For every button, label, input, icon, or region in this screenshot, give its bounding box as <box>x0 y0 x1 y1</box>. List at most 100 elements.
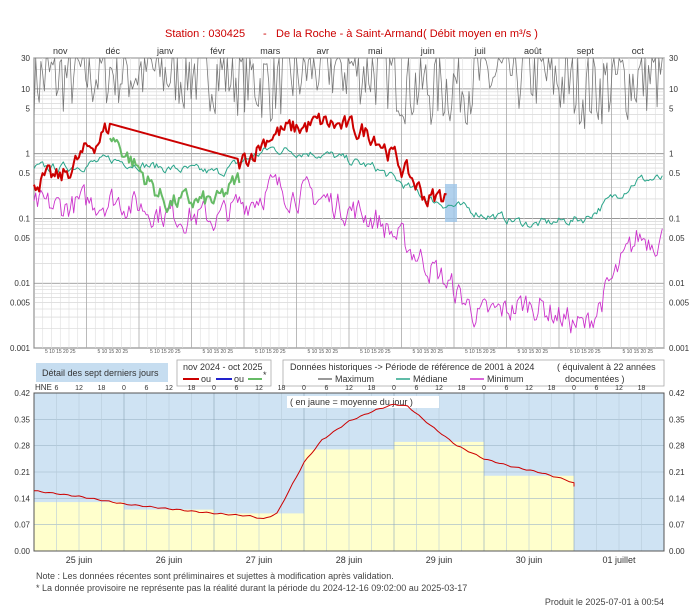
weekly-y-axis: 0.42 0.42 0.35 0.35 0.28 0.28 0.21 0.21 0.14 0.14… <box>14 389 685 556</box>
day-tick-label: 5 10 15 20 25 <box>622 349 653 355</box>
y-tick-label: 0.28 <box>14 442 30 451</box>
y-tick-label: 0.14 <box>669 494 685 503</box>
month-label: mai <box>368 46 383 56</box>
y-tick-label: 0.1 <box>669 214 681 223</box>
hour-label: 12 <box>75 385 83 392</box>
y-tick-label: 0.00 <box>14 547 30 556</box>
y-tick-label: 0.1 <box>19 214 31 223</box>
y-tick-label: 1 <box>26 150 31 159</box>
y-tick-label: 0.07 <box>14 521 30 530</box>
hist-label: Données historiques -> Période de référe… <box>290 362 534 372</box>
y-tick-label: 0.005 <box>10 299 31 308</box>
y-tick-label: 0.42 <box>14 389 30 398</box>
y-tick-label: 0.01 <box>14 279 30 288</box>
hour-label: 6 <box>145 385 149 392</box>
day-tick-label: 5 10 15 20 25 <box>202 349 233 355</box>
y-axis-right: 30 10 5 1 0.5 0.1 0.05 0.01 0.005 0.001 <box>669 54 690 353</box>
hour-label: 18 <box>368 385 376 392</box>
note-inside: ( en jaune = moyenne du jour ) <box>290 397 413 407</box>
weekly-series <box>33 403 575 519</box>
hour-label: 12 <box>615 385 623 392</box>
current-period-legend <box>176 359 272 387</box>
equiv-label: ( équivalent à 22 années <box>557 362 656 372</box>
month-label: oct <box>632 46 645 56</box>
day-label: 01 juillet <box>602 555 636 565</box>
flow-series <box>33 403 575 519</box>
month-label: nov <box>53 46 68 56</box>
y-tick-label: 0.21 <box>14 468 30 477</box>
hour-label: 6 <box>505 385 509 392</box>
hour-label: 6 <box>235 385 239 392</box>
day-tick-label: 5 10 15 20 25 <box>412 349 443 355</box>
y-tick-label: 0.21 <box>669 468 685 477</box>
y-axis-left: 30 10 5 1 0.5 0.1 0.05 0.01 0.005 0.001 <box>10 54 31 353</box>
hour-label: 12 <box>435 385 443 392</box>
annual-series <box>33 57 663 334</box>
hour-label: 18 <box>638 385 646 392</box>
unit-label: ( Débit moyen en m³/s ) <box>423 28 538 40</box>
y-tick-label: 30 <box>669 54 678 63</box>
legend-min-label: Minimum <box>487 374 524 384</box>
month-label: mars <box>260 46 280 56</box>
median-series <box>33 146 663 228</box>
day-tick-label: 5 10 15 20 25 <box>45 349 76 355</box>
day-label: 27 juin <box>246 555 273 565</box>
day-label: 26 juin <box>156 555 183 565</box>
detail-label: Détail des sept derniers jours <box>42 368 159 378</box>
hour-label: 0 <box>302 385 306 392</box>
y-tick-label: 0.42 <box>669 389 685 398</box>
y-tick-label: 0.28 <box>669 442 685 451</box>
produced-label: Produit le 2025-07-01 à 00:54 <box>545 597 664 607</box>
y-tick-label: 0.5 <box>669 169 681 178</box>
y-tick-label: 5 <box>26 104 31 113</box>
title-separator: - <box>263 28 267 40</box>
month-label: avr <box>316 46 329 56</box>
hour-label: 0 <box>482 385 486 392</box>
y-tick-label: 0.00 <box>669 547 685 556</box>
hour-label: 12 <box>525 385 533 392</box>
annual-chart: nov déc janv févr mars avr mai juin juil août sept… <box>10 46 690 355</box>
hour-label: 0 <box>122 385 126 392</box>
note-line-1: Note : Les données récentes sont prélimi… <box>36 571 394 581</box>
month-label: sept <box>577 46 595 56</box>
y-tick-label: 10 <box>669 85 678 94</box>
y-tick-label: 5 <box>669 104 674 113</box>
legend-max-label: Maximum <box>335 374 374 384</box>
month-label: juil <box>474 46 486 56</box>
minimum-series <box>33 174 663 334</box>
hour-label: 12 <box>255 385 263 392</box>
legend-star: * <box>263 370 267 380</box>
hne-label: HNE <box>35 383 52 392</box>
y-tick-label: 0.35 <box>14 415 30 424</box>
day-label: 25 juin <box>66 555 93 565</box>
detail-label-box <box>36 363 168 382</box>
historical-legend <box>282 359 665 387</box>
day-labels: 25 juin 26 juin 27 juin 28 juin 29 juin 30 ju… <box>66 555 636 565</box>
legend-ou-1: ou <box>201 374 211 384</box>
month-label: janv <box>156 46 174 56</box>
hour-label: 12 <box>345 385 353 392</box>
hour-label: 0 <box>572 385 576 392</box>
day-tick-labels: 5 10 15 20 25 5 10 15 20 25 5 10 15 20 25 5… <box>45 349 653 355</box>
documented-label: documentées ) <box>565 374 625 384</box>
y-tick-label: 0.07 <box>669 521 685 530</box>
day-tick-label: 5 10 15 20 25 <box>255 349 286 355</box>
hour-label: 0 <box>212 385 216 392</box>
y-tick-label: 0.01 <box>669 279 685 288</box>
y-tick-label: 0.35 <box>669 415 685 424</box>
period-label: nov 2024 - oct 2025 <box>183 362 263 372</box>
hour-label: 6 <box>325 385 329 392</box>
legend: Détail des sept derniers jours nov 2024 … <box>36 359 665 387</box>
river-name: De la Roche - à Saint-Armand <box>276 28 423 40</box>
month-label: août <box>524 46 542 56</box>
weekly-chart-grid <box>33 393 664 551</box>
y-tick-label: 0.001 <box>669 344 690 353</box>
day-label: 28 juin <box>336 555 363 565</box>
weekly-chart: HNE 6 12 18 0 6 12 18 0 6 12 18 0 6 12 18 0 6 12 18 0 6 12 18 0… <box>14 383 685 565</box>
note-line-2: * La donnée provisoire ne représente pas… <box>36 583 467 593</box>
y-tick-label: 0.14 <box>14 494 30 503</box>
y-tick-label: 10 <box>21 85 30 94</box>
hour-labels: 6 12 18 0 6 12 18 0 6 12 18 0 6 12 18 0 6 12 18 0 6 12 18 0 6 12 1… <box>55 385 646 392</box>
y-tick-label: 30 <box>21 54 30 63</box>
current-series <box>33 112 447 208</box>
